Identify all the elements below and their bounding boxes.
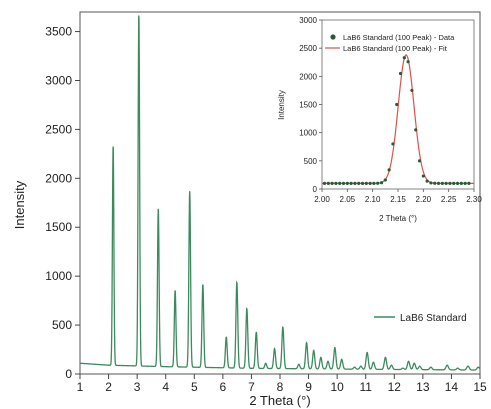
inset-data-point — [436, 181, 441, 185]
inset-data-point — [440, 181, 444, 185]
inset-legend: LaB6 Standard (100 Peak) - Data LaB6 Sta… — [325, 33, 455, 53]
inset-data-point — [338, 181, 342, 185]
x-tick-label: 7 — [248, 380, 255, 394]
inset-data-point — [459, 181, 463, 185]
inset-data-point — [417, 159, 422, 163]
inset-data-point — [391, 142, 395, 146]
x-tick-label: 6 — [220, 380, 227, 394]
main-y-axis-label: Intensity — [12, 180, 27, 229]
inset-y-tick-label: 0 — [313, 185, 318, 194]
x-tick-label: 5 — [191, 380, 198, 394]
inset-data-points — [322, 56, 471, 185]
inset-y-tick-label: 2000 — [299, 72, 317, 81]
inset-legend-fit-label: LaB6 Standard (100 Peak) - Fit — [343, 44, 448, 53]
x-tick-label: 9 — [305, 380, 312, 394]
inset-y-tick-label: 500 — [304, 157, 318, 166]
inset-legend-data-label: LaB6 Standard (100 Peak) - Data — [343, 33, 455, 42]
inset-data-point — [425, 179, 429, 183]
inset-data-point — [448, 181, 452, 185]
inset-data-point — [383, 178, 387, 182]
inset-data-point — [360, 181, 365, 185]
inset-data-point — [387, 168, 391, 172]
inset-data-point — [379, 181, 384, 185]
inset-data-point — [398, 71, 403, 76]
inset-y-axis-ticks: 0 500 1000 1500 2000 2500 3000 — [299, 16, 322, 194]
inset-x-tick-label: 2.05 — [340, 195, 356, 204]
inset-y-tick-label: 3000 — [299, 16, 317, 25]
y-tick-label: 3500 — [45, 25, 72, 39]
inset-x-tick-label: 2.25 — [441, 195, 457, 204]
inset-data-point — [414, 128, 418, 132]
x-tick-label: 4 — [162, 380, 169, 394]
inset-data-point — [372, 181, 376, 185]
inset-x-tick-label: 2.10 — [365, 195, 381, 204]
inset-x-tick-label: 2.15 — [390, 195, 406, 204]
inset-data-point — [433, 181, 437, 185]
inset-x-tick-label: 2.30 — [466, 195, 482, 204]
inset-data-point — [334, 181, 338, 185]
inset-chart: 0 500 1000 1500 2000 2500 3000 2.00 2.05 2.10 2.1… — [277, 16, 482, 223]
x-tick-label: 13 — [416, 380, 430, 394]
inset-data-point — [345, 181, 349, 185]
x-tick-label: 2 — [105, 380, 112, 394]
inset-x-axis-ticks: 2.00 2.05 2.10 2.15 2.20 2.25 2.30 — [314, 189, 482, 204]
main-legend-label: LaB6 Standard — [400, 313, 467, 324]
x-tick-label: 14 — [445, 380, 459, 394]
main-y-axis-ticks: 0 500 1000 1500 2000 2500 3000 3500 — [45, 25, 80, 381]
inset-data-point — [326, 181, 330, 185]
y-tick-label: 1500 — [45, 220, 72, 234]
inset-data-point — [429, 181, 433, 185]
x-tick-label: 8 — [277, 380, 284, 394]
inset-y-tick-label: 2500 — [299, 44, 317, 53]
main-x-axis-label: 2 Theta (°) — [249, 393, 310, 408]
x-tick-label: 10 — [330, 380, 344, 394]
inset-data-point — [406, 60, 410, 64]
x-tick-label: 1 — [77, 380, 84, 394]
inset-data-point — [463, 181, 467, 185]
x-tick-label: 3 — [134, 380, 141, 394]
inset-data-point — [364, 181, 368, 185]
inset-data-point — [330, 181, 334, 185]
inset-data-point — [421, 174, 425, 178]
main-legend: LaB6 Standard — [374, 313, 467, 324]
inset-data-point — [455, 181, 460, 185]
x-tick-label: 15 — [473, 380, 487, 394]
inset-x-tick-label: 2.00 — [314, 195, 330, 204]
inset-data-point — [467, 181, 471, 185]
y-tick-label: 0 — [65, 367, 72, 381]
inset-data-point — [322, 181, 327, 185]
y-tick-label: 2500 — [45, 122, 72, 136]
inset-x-axis-label: 2 Theta (°) — [379, 214, 417, 223]
inset-data-point — [402, 56, 406, 60]
inset-data-point — [444, 181, 448, 185]
y-tick-label: 500 — [52, 318, 72, 332]
inset-data-point — [341, 181, 346, 185]
inset-data-point — [376, 181, 380, 185]
x-tick-label: 12 — [388, 380, 402, 394]
inset-data-point — [349, 181, 353, 185]
x-tick-label: 11 — [359, 380, 372, 394]
y-tick-label: 1000 — [45, 269, 72, 283]
main-x-axis-ticks: 1 2 3 4 5 6 7 8 9 10 11 12 13 14 15 — [77, 374, 487, 394]
y-tick-label: 2000 — [45, 171, 72, 185]
inset-x-tick-label: 2.20 — [416, 195, 432, 204]
main-series-line — [79, 15, 481, 371]
inset-y-axis-label: Intensity — [277, 90, 286, 120]
inset-data-point — [410, 88, 414, 93]
inset-legend-data-marker — [330, 34, 336, 40]
inset-data-point — [357, 181, 361, 185]
inset-data-point — [395, 102, 399, 107]
inset-data-point — [353, 181, 357, 185]
inset-data-point — [368, 181, 372, 185]
inset-data-point — [452, 181, 456, 185]
inset-y-tick-label: 1000 — [299, 129, 317, 138]
y-tick-label: 3000 — [45, 73, 72, 87]
inset-y-tick-label: 1500 — [299, 101, 317, 110]
